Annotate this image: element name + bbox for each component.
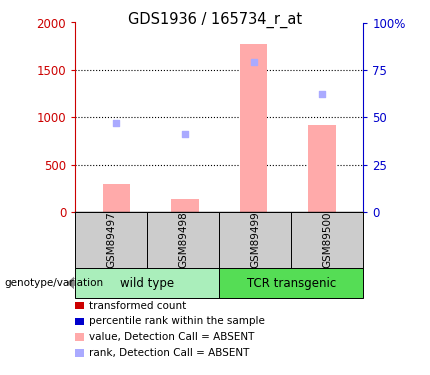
Text: GSM89500: GSM89500 <box>322 212 332 268</box>
Bar <box>171 199 199 212</box>
Text: percentile rank within the sample: percentile rank within the sample <box>89 316 265 326</box>
Point <box>319 92 326 98</box>
Point <box>181 131 188 137</box>
Text: transformed count: transformed count <box>89 301 186 310</box>
Bar <box>75 212 147 268</box>
Text: wild type: wild type <box>120 277 174 290</box>
Bar <box>308 125 336 212</box>
Text: value, Detection Call = ABSENT: value, Detection Call = ABSENT <box>89 332 255 342</box>
Text: genotype/variation: genotype/variation <box>4 278 104 288</box>
Text: GSM89497: GSM89497 <box>106 211 116 268</box>
Text: GDS1936 / 165734_r_at: GDS1936 / 165734_r_at <box>128 12 302 28</box>
Bar <box>219 268 363 298</box>
Bar <box>240 44 267 212</box>
Bar <box>292 212 363 268</box>
Text: TCR transgenic: TCR transgenic <box>247 277 336 290</box>
Point <box>250 59 257 65</box>
Bar <box>147 212 219 268</box>
Bar <box>103 184 130 212</box>
Bar <box>219 212 291 268</box>
Text: rank, Detection Call = ABSENT: rank, Detection Call = ABSENT <box>89 348 249 358</box>
Point <box>113 120 120 126</box>
Text: GSM89499: GSM89499 <box>250 211 260 268</box>
Text: GSM89498: GSM89498 <box>178 211 188 268</box>
Polygon shape <box>67 276 74 290</box>
Bar <box>75 268 219 298</box>
